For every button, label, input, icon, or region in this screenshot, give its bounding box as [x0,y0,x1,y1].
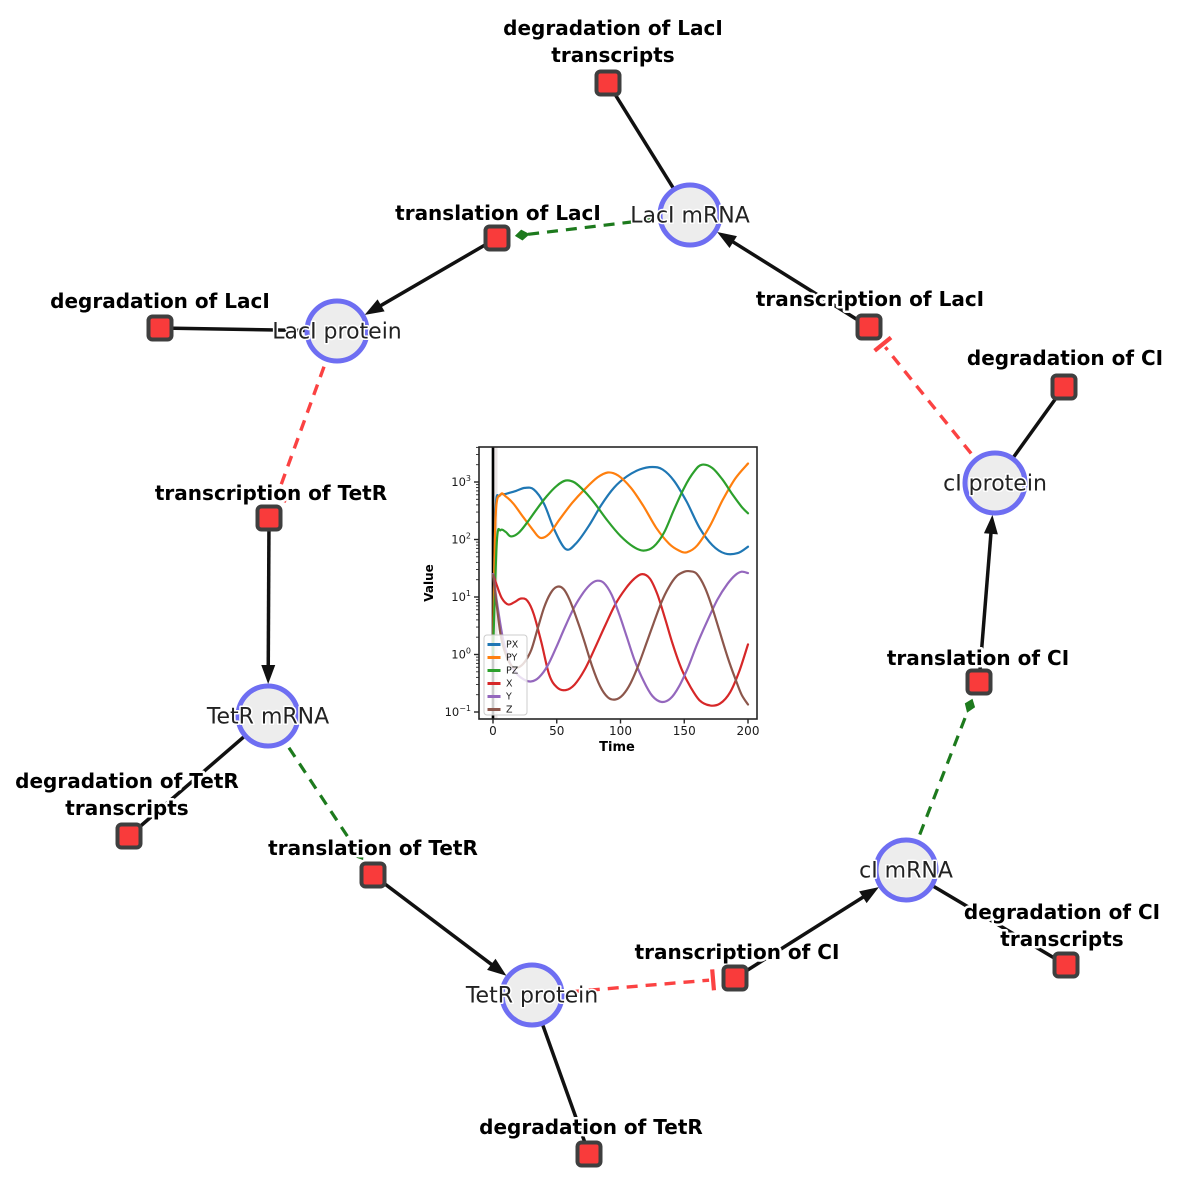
edge-laci-mrna-translation-laci-arrowhead [514,229,530,241]
species-node-ci-mrna[interactable] [873,837,939,903]
edge-transcription-tetr-tetr-mrna-arrowhead [261,664,276,685]
species-nodes-layer: LacI mRNA LacI protein TetR mRNA TetR prote… [204,182,1048,1028]
reaction-label-translation-tetr: translation of TetR [268,836,478,860]
series-pz [491,463,750,656]
reaction-label-transcription-tetr: transcription of TetR [155,481,387,505]
series-x [491,573,750,707]
y-tick-label: 10−1 [445,704,471,719]
series-py [491,462,750,656]
species-label-ci-mrna: cI mRNA [859,859,953,884]
plot-frame [478,446,758,720]
edge-translation-tetr-tetr-protein [371,873,496,969]
x-tick-label: 150 [673,724,696,738]
plot-legend: PX PY PZ XYZ [483,634,528,716]
x-tick-label: 50 [549,724,564,738]
edge-translation-ci-ci-protein [977,529,993,683]
species-node-laci-mrna[interactable] [657,182,723,248]
species-label-tetr-mrna: TetR mRNA [206,705,329,730]
reaction-nodes-layer [115,69,1080,1168]
reaction-node-deg-laci[interactable] [146,314,174,342]
legend-label-z: Z [506,705,513,716]
edge-transcription-ci-ci-mrna-arrowhead [859,887,879,904]
species-label-laci-mrna: LacI mRNA [630,204,750,229]
reaction-node-translation-ci[interactable] [965,668,993,696]
edge-translation-tetr-tetr-protein-arrowhead [487,958,507,976]
reaction-node-deg-ci-transcripts[interactable] [1052,951,1080,979]
edge-translation-ci-ci-protein-arrowhead [983,514,998,535]
series-px [491,465,750,656]
y-tick-label: 102 [451,532,471,547]
legend-label-py: PY [506,653,518,664]
reaction-labels-layer: degradation of LacI transcripts translatio… [13,14,1166,1142]
reaction-label-deg-laci-transcripts: degradation of LacI transcripts [503,16,723,67]
legend-label-x: X [506,679,513,690]
x-axis-label: Time [599,740,635,755]
edge-translation-laci-laci-protein [376,236,498,309]
x-tick-label: 100 [609,724,632,738]
plot-area [491,447,750,719]
reaction-label-translation-laci: translation of LacI [395,201,601,225]
y-axis-label: Value [422,564,436,602]
edge-ci-mrna-translation-ci-arrowhead [964,698,976,713]
reaction-label-deg-ci: degradation of CI [967,346,1163,370]
legend-label-px: PX [506,640,519,651]
edge-transcription-laci-laci-mrna [728,238,870,329]
species-label-tetr-protein: TetR protein [465,984,598,1009]
time-course-plot: 0 50 100 150 20010−1100101102103TimeValuePXP… [422,446,760,755]
species-node-tetr-mrna[interactable] [235,683,301,749]
edge-translation-laci-laci-protein-arrowhead [364,299,385,315]
species-node-tetr-protein[interactable] [499,962,565,1028]
reaction-label-transcription-laci: transcription of LacI [756,287,984,311]
species-label-ci-protein: cI protein [943,472,1047,497]
edge-transcription-laci-laci-mrna-arrowhead [717,231,737,248]
edge-transcription-tetr-tetr-mrna [266,517,271,670]
reaction-node-translation-tetr[interactable] [359,861,387,889]
edge-transcription-ci-ci-mrna [734,893,868,980]
x-tick-label: 200 [737,724,760,738]
reaction-node-transcription-laci[interactable] [855,313,883,341]
x-tick-label: 0 [489,724,497,738]
reaction-node-translation-laci[interactable] [483,224,511,252]
series-z [491,569,750,706]
y-tick-label: 101 [451,589,471,604]
reaction-node-deg-laci-transcripts[interactable] [594,69,622,97]
species-node-ci-protein[interactable] [962,450,1028,516]
species-node-laci-protein[interactable] [304,298,370,364]
reaction-node-deg-tetr-transcripts[interactable] [115,822,143,850]
legend-label-pz: PZ [506,666,519,677]
edge-tetr-mrna-translation-tetr-arrowhead [354,847,364,860]
reaction-node-deg-tetr[interactable] [575,1140,603,1168]
reaction-label-transcription-ci: transcription of CI [635,940,840,964]
reaction-label-deg-ci-transcripts: degradation of CI transcripts [964,900,1160,951]
reaction-node-deg-ci[interactable] [1050,373,1078,401]
y-tick-label: 100 [451,647,471,662]
y-tick-label: 103 [451,474,471,489]
reaction-label-deg-tetr: degradation of TetR [479,1115,703,1139]
legend-label-y: Y [505,692,512,703]
reaction-label-deg-laci: degradation of LacI [50,289,270,313]
reaction-label-translation-ci: translation of CI [887,646,1069,670]
series-y [491,570,750,704]
reaction-node-transcription-ci[interactable] [721,964,749,992]
reaction-label-deg-tetr-transcripts: degradation of TetR transcripts [15,769,239,820]
species-label-laci-protein: LacI protein [272,320,402,345]
edge-laci-protein-transcription-tetr-tee [265,491,288,503]
edge-tetr-protein-transcription-ci-tee [710,969,717,991]
reaction-node-transcription-tetr[interactable] [255,504,283,532]
edge-ci-protein-transcription-laci-tee [873,335,893,353]
